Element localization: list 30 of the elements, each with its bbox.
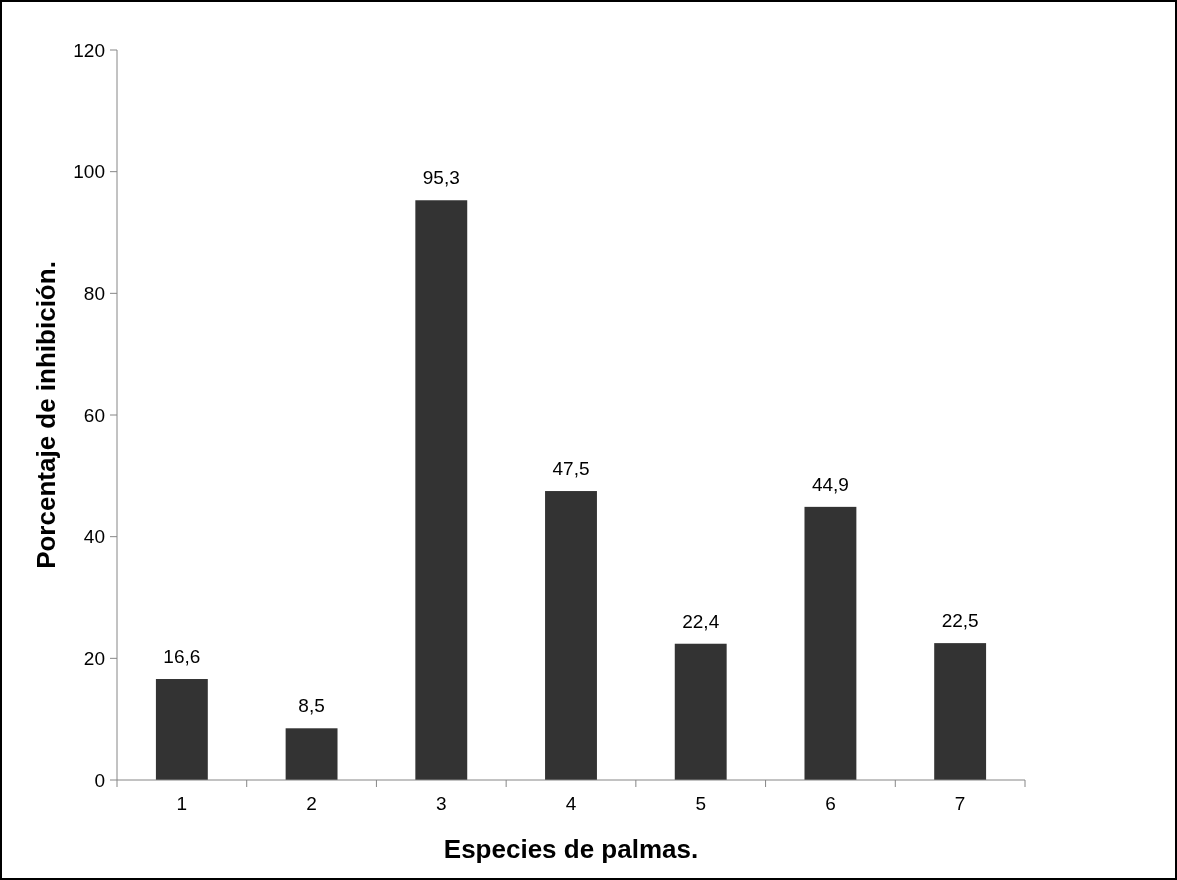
data-label: 47,5: [552, 458, 590, 480]
y-tick-label: 40: [83, 526, 105, 548]
data-label: 95,3: [422, 167, 460, 189]
y-tick-label: 60: [83, 404, 105, 426]
data-label: 22,4: [682, 610, 720, 632]
bar: [804, 506, 857, 780]
y-tick-label: 20: [83, 647, 105, 669]
x-tick-label: 1: [176, 793, 188, 814]
bar: [674, 643, 727, 780]
y-tick-label: 0: [94, 769, 105, 791]
y-tick-label: 100: [73, 161, 105, 183]
bar: [155, 679, 208, 780]
bar: [545, 491, 597, 780]
data-label: 22,5: [941, 610, 979, 632]
y-tick-label: 80: [83, 282, 105, 304]
y-axis-title: Porcentaje de inhibición.: [31, 261, 61, 569]
x-tick-label: 5: [695, 793, 706, 814]
x-tick-label: 2: [306, 793, 317, 814]
data-label: 16,6: [163, 646, 201, 668]
data-label: 8,5: [298, 695, 325, 717]
bar: [934, 643, 987, 780]
x-axis-title: Especies de palmas.: [443, 834, 699, 864]
x-tick-label: 7: [954, 793, 966, 814]
x-tick-label: 6: [825, 793, 836, 814]
x-tick-label: 4: [565, 793, 577, 814]
bar: [285, 728, 338, 780]
y-tick-label: 120: [73, 39, 105, 61]
data-label: 44,9: [811, 473, 849, 495]
x-tick-label: 3: [436, 793, 447, 814]
bar: [415, 200, 468, 780]
